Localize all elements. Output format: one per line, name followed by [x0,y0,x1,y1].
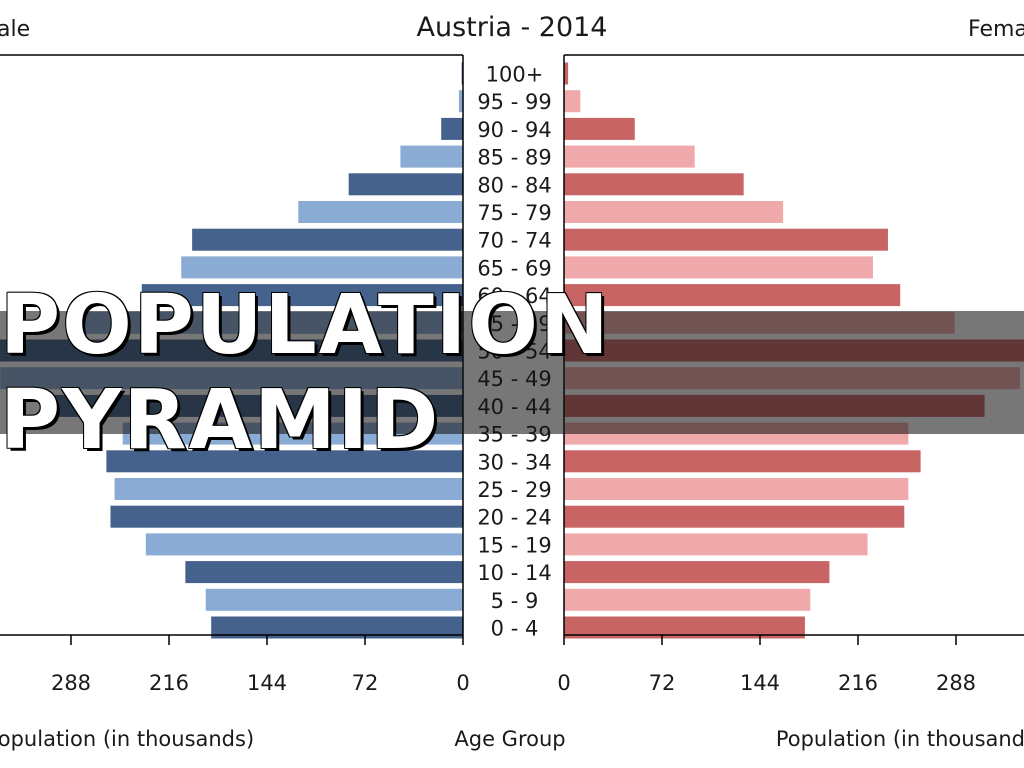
female-bar-3 [564,533,868,556]
male-bar-16 [348,173,463,196]
banner-title: POPULATION PYRAMID [0,277,611,468]
female-bar-4 [564,505,905,528]
age-group-label-0: 0 - 4 [491,617,539,641]
male-tick-label-1: 72 [352,671,379,695]
age-group-axis-label: Age Group [454,727,565,751]
male-bar-3 [145,533,463,556]
female-bar-18 [564,117,635,140]
female-tick-label-1: 72 [649,671,676,695]
female-axis-label: Population (in thousands) [776,727,1024,751]
age-group-label-5: 25 - 29 [477,478,551,502]
female-tick-label-4: 288 [936,671,976,695]
male-bar-15 [298,201,463,223]
male-tick-label-0: 0 [456,671,469,695]
female-bar-0 [564,616,805,639]
age-group-label-19: 95 - 99 [477,90,551,114]
age-group-label-20: 100+ [486,63,544,87]
female-bar-1 [564,588,811,611]
male-bar-4 [110,505,463,528]
age-group-label-18: 90 - 94 [477,118,551,142]
male-tick-label-3: 216 [149,671,189,695]
female-tick-label-2: 144 [740,671,780,695]
female-bar-5 [564,478,909,500]
female-bar-15 [564,201,784,223]
male-tick-label-4: 288 [51,671,91,695]
female-bar-12 [564,284,901,307]
age-group-label-6: 30 - 34 [477,450,551,474]
age-group-label-2: 10 - 14 [477,561,551,585]
age-group-label-15: 75 - 79 [477,201,551,225]
female-bar-19 [564,90,581,113]
male-bar-2 [185,561,464,584]
female-tick-label-0: 0 [557,671,570,695]
male-bar-12 [141,284,463,307]
male-bar-6 [106,450,463,473]
female-tick-label-3: 216 [838,671,878,695]
female-header: Female [968,17,1024,42]
age-group-label-3: 15 - 19 [477,533,551,557]
female-bar-2 [564,561,830,584]
female-bar-6 [564,450,921,473]
age-group-label-13: 65 - 69 [477,256,551,280]
male-bar-14 [192,228,463,251]
chart-title: Austria - 2014 [416,12,607,43]
female-bar-20 [564,62,569,85]
male-bar-1 [205,588,463,611]
female-bar-16 [564,173,744,196]
male-bar-0 [211,616,463,639]
male-axis-label: Population (in thousands) [0,727,254,751]
title-banner [0,311,1024,434]
age-group-label-14: 70 - 74 [477,229,551,253]
age-group-label-4: 20 - 24 [477,506,551,530]
age-group-label-16: 80 - 84 [477,173,551,197]
age-group-label-17: 85 - 89 [477,146,551,170]
male-bar-5 [114,478,464,500]
female-bar-14 [564,228,888,251]
age-group-label-12: 60 - 64 [477,284,551,308]
male-bar-19 [458,90,463,113]
male-tick-label-2: 144 [247,671,287,695]
male-bar-18 [441,117,463,140]
age-group-label-1: 5 - 9 [491,589,539,613]
female-bar-17 [564,145,695,168]
male-header: Male [0,17,30,42]
male-bar-13 [181,256,463,279]
male-bar-17 [400,145,463,168]
female-bar-13 [564,256,873,279]
